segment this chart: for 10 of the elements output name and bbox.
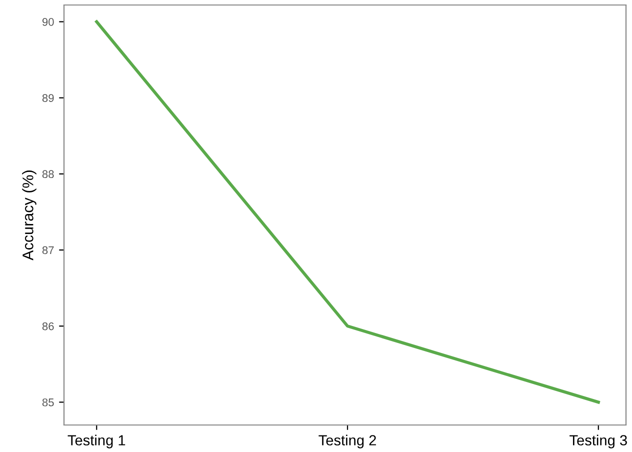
y-tick-label: 90 [42,18,54,26]
y-tick-label: 87 [42,246,54,254]
y-axis-title: Accuracy (%) [22,170,36,260]
y-tick-label: 88 [42,170,54,178]
x-tick-label: Testing 3 [570,434,627,448]
x-tick-label: Testing 1 [68,434,126,448]
y-tick-label: 85 [42,398,54,406]
y-tick-label: 86 [42,322,54,330]
y-tick-label: 89 [42,94,54,102]
x-tick-label: Testing 2 [318,434,376,448]
